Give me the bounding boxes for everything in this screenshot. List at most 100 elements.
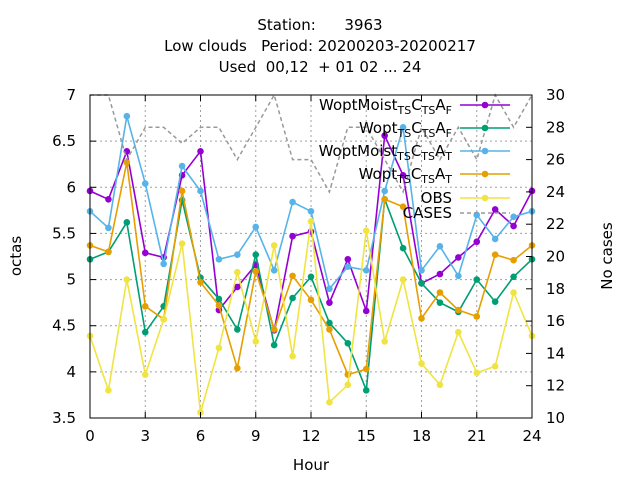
data-point <box>399 124 407 131</box>
y-tick-label: 6.5 <box>52 132 76 150</box>
chart-title-line-2: Low clouds Period: 20200203-20200217 <box>164 37 476 55</box>
data-point <box>510 256 517 264</box>
x-tick-label: 3 <box>140 427 150 445</box>
data-point <box>123 159 131 166</box>
x-tick-label: 12 <box>301 427 320 445</box>
data-point <box>252 251 260 258</box>
data-point <box>418 267 425 274</box>
legend-marker <box>481 147 489 155</box>
data-point <box>289 352 296 360</box>
data-point <box>436 299 444 306</box>
y2-tick-label: 22 <box>546 215 565 233</box>
data-point <box>270 267 278 274</box>
y2-tick-label: 20 <box>546 248 565 266</box>
y-tick-label: 3.5 <box>52 409 76 427</box>
grid <box>89 94 533 419</box>
chart-title-line-1: Station: 3963 <box>257 16 383 34</box>
data-point <box>510 273 517 281</box>
data-point <box>491 251 499 258</box>
legend: WoptMoistTSCTSAFWoptTSCTSAFWoptMoistTSCT… <box>319 96 510 222</box>
data-point <box>326 326 333 333</box>
y2-tick-label: 18 <box>546 280 565 298</box>
data-point <box>455 306 462 314</box>
data-point <box>252 267 260 275</box>
data-point <box>289 198 296 206</box>
y2-tick-label: 26 <box>546 151 565 169</box>
data-point <box>307 218 315 225</box>
data-point <box>473 313 481 320</box>
data-point <box>326 319 333 327</box>
data-point <box>252 338 260 345</box>
data-point <box>234 251 241 258</box>
data-point <box>141 249 149 257</box>
data-point <box>455 272 462 280</box>
data-point <box>399 203 407 210</box>
data-point <box>234 283 241 291</box>
data-point <box>399 171 407 179</box>
data-point <box>436 381 444 389</box>
data-point <box>491 235 499 243</box>
data-point <box>141 328 149 336</box>
data-point <box>307 273 315 281</box>
legend-label-2: WoptMoistTSCTSAT <box>319 142 453 163</box>
y-tick-label: 4 <box>66 363 76 381</box>
data-point <box>234 326 241 333</box>
y-tick-label: 6 <box>66 178 76 196</box>
y2-tick-label: 12 <box>546 377 565 395</box>
data-point <box>105 224 112 232</box>
chart-title-line-3: Used 00,12 + 01 02 ... 24 <box>218 58 422 76</box>
data-point <box>510 213 517 221</box>
data-point <box>105 387 112 394</box>
y-tick-label: 4.5 <box>52 317 76 335</box>
x-tick-label: 18 <box>412 427 431 445</box>
data-point <box>344 381 352 389</box>
data-point <box>197 279 204 286</box>
data-point <box>381 132 388 139</box>
legend-label-1: WoptTSCTSAF <box>359 119 452 140</box>
y2-tick-label: 28 <box>546 118 565 136</box>
y2-tick-label: 14 <box>546 344 565 362</box>
data-point <box>252 223 260 231</box>
legend-marker <box>481 124 489 132</box>
data-point <box>362 307 370 315</box>
data-point <box>362 387 370 394</box>
data-point <box>234 364 241 372</box>
data-point <box>178 240 186 247</box>
data-point <box>455 328 462 336</box>
data-point <box>436 270 444 278</box>
x-tick-label: 15 <box>357 427 376 445</box>
data-point <box>270 242 278 249</box>
data-point <box>362 365 370 373</box>
data-point <box>381 195 388 203</box>
data-point <box>215 344 223 352</box>
data-point <box>510 289 517 296</box>
legend-label-5: CASES <box>403 204 452 222</box>
data-point <box>491 206 499 213</box>
data-point <box>418 360 425 367</box>
y2-tick-label: 16 <box>546 312 565 330</box>
data-point <box>344 371 352 378</box>
x-tick-label: 21 <box>467 427 486 445</box>
data-point <box>473 276 481 283</box>
y-tick-label: 5.5 <box>52 224 76 242</box>
data-point <box>141 303 149 310</box>
data-point <box>123 219 131 226</box>
data-point <box>215 295 223 303</box>
data-point <box>234 268 241 276</box>
legend-label-0: WoptMoistTSCTSAF <box>319 96 452 117</box>
y2-axis-label: No cases <box>598 222 616 290</box>
data-point <box>105 248 112 256</box>
data-point <box>418 315 425 322</box>
data-point <box>381 187 388 195</box>
data-point <box>362 267 370 274</box>
data-point <box>215 255 223 263</box>
data-point <box>491 363 499 370</box>
data-point <box>399 276 407 283</box>
y2-tick-label: 30 <box>546 86 565 104</box>
legend-marker <box>481 194 489 202</box>
data-point <box>307 207 315 215</box>
x-axis-label: Hour <box>293 456 330 474</box>
axis-ticks: 0 3 6 9 12 15 18 21 24 3.5 4 4.5 5 5.5 6 6.5 7 10 12 14 16 18… <box>52 86 565 445</box>
x-tick-label: 9 <box>251 427 261 445</box>
data-point <box>123 112 131 120</box>
